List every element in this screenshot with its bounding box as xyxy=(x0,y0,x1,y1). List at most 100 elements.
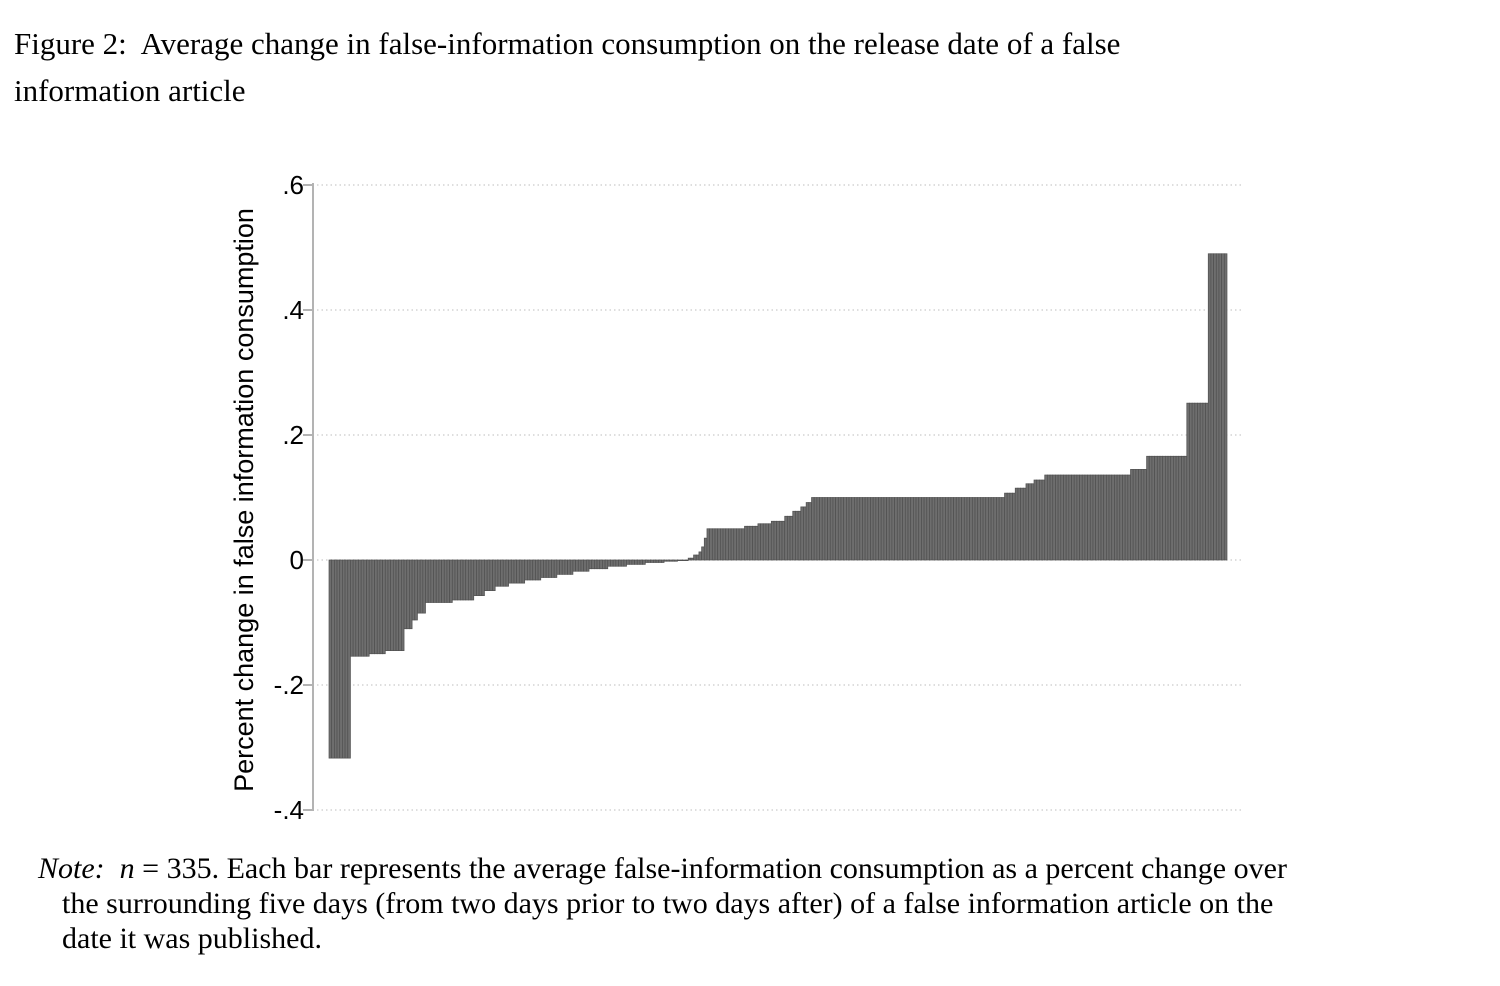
bar xyxy=(789,515,794,561)
bar xyxy=(787,515,791,561)
bar xyxy=(773,520,778,561)
figure-caption-line-2: information article xyxy=(14,73,246,108)
bar xyxy=(1213,253,1217,561)
bar xyxy=(513,559,517,584)
bar xyxy=(768,523,772,561)
bar xyxy=(902,497,906,561)
bar xyxy=(711,528,716,561)
bar xyxy=(1108,474,1113,561)
bar xyxy=(663,559,668,562)
bar xyxy=(1151,455,1155,561)
bar xyxy=(634,559,638,565)
bar xyxy=(331,559,335,759)
bar xyxy=(677,559,681,561)
bar xyxy=(937,497,941,561)
bar xyxy=(403,559,408,630)
bar xyxy=(1116,474,1121,561)
bar xyxy=(344,559,349,759)
bar xyxy=(1022,487,1027,561)
bar xyxy=(795,510,799,561)
bar xyxy=(1106,474,1110,561)
bar xyxy=(728,528,732,561)
bar xyxy=(819,497,823,561)
bar xyxy=(1033,479,1038,561)
bar xyxy=(1103,474,1107,561)
bar xyxy=(454,559,459,601)
bar xyxy=(1199,402,1204,561)
bar xyxy=(580,559,585,572)
bar xyxy=(425,559,429,603)
bar xyxy=(792,510,796,561)
bar xyxy=(395,559,400,651)
bar xyxy=(620,559,625,567)
y-axis-tick-label: -.2 xyxy=(273,670,304,700)
bar xyxy=(797,510,802,561)
bar xyxy=(564,559,568,575)
bar xyxy=(575,559,579,572)
bar xyxy=(837,497,842,561)
bar xyxy=(594,559,598,570)
bar xyxy=(835,497,839,561)
bar xyxy=(856,497,861,561)
bar xyxy=(851,497,855,561)
bar xyxy=(588,559,593,570)
bar xyxy=(953,497,957,561)
bar xyxy=(695,554,700,561)
bar xyxy=(671,559,676,562)
bar xyxy=(883,497,887,561)
y-axis-tick-label: 0 xyxy=(289,545,304,575)
bar xyxy=(805,502,810,561)
bar xyxy=(1028,483,1032,561)
y-axis-tick-label: .2 xyxy=(282,420,304,450)
bar xyxy=(1001,497,1005,561)
bar xyxy=(449,559,453,603)
bar xyxy=(535,559,539,581)
bar xyxy=(591,559,595,570)
bar xyxy=(1041,479,1046,561)
bar xyxy=(762,523,767,561)
bar xyxy=(993,497,997,561)
bar xyxy=(803,506,807,561)
bar xyxy=(864,497,869,561)
bar xyxy=(730,528,735,561)
bar xyxy=(1055,474,1059,561)
bar xyxy=(527,559,531,581)
bar xyxy=(1170,455,1174,561)
bar xyxy=(583,559,587,572)
bar xyxy=(409,559,413,630)
bar xyxy=(604,559,609,570)
bar xyxy=(1004,492,1008,561)
bar xyxy=(451,559,456,601)
bar xyxy=(414,559,418,621)
bar xyxy=(1047,474,1051,561)
bar xyxy=(441,559,445,603)
bar xyxy=(497,559,501,587)
bar xyxy=(1081,474,1086,561)
note-label: Note: xyxy=(38,852,105,885)
bar xyxy=(433,559,437,603)
bar xyxy=(661,559,665,563)
bar xyxy=(939,497,944,561)
bar xyxy=(1087,474,1091,561)
bar xyxy=(701,546,705,561)
bar xyxy=(443,559,448,603)
bar xyxy=(840,497,845,561)
bar xyxy=(347,559,351,759)
bar xyxy=(1167,455,1172,561)
bar xyxy=(446,559,450,603)
bar xyxy=(682,559,686,561)
bar xyxy=(1135,469,1139,561)
bar xyxy=(524,559,528,581)
bar xyxy=(1140,469,1145,561)
bar xyxy=(974,497,979,561)
bar xyxy=(1084,474,1088,561)
bar xyxy=(376,559,381,655)
bar xyxy=(921,497,925,561)
bar xyxy=(744,525,748,561)
y-axis-tick-label: -.4 xyxy=(273,795,304,825)
bar xyxy=(1197,402,1201,561)
figure-caption-line-1: Figure 2: Average change in false-inform… xyxy=(14,26,1121,61)
bar xyxy=(355,559,359,657)
